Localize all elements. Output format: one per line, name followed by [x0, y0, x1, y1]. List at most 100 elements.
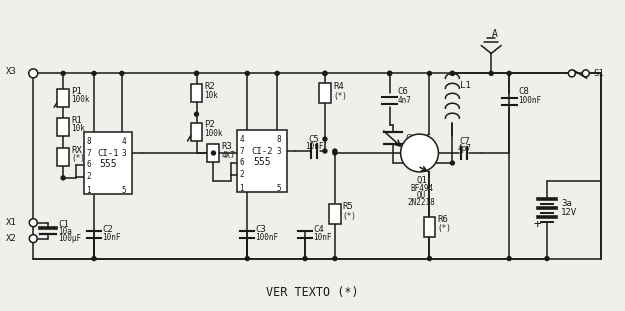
Text: 2N2218: 2N2218	[408, 198, 436, 207]
Text: 1: 1	[86, 186, 91, 195]
Text: 3: 3	[121, 149, 126, 157]
Bar	[191, 84, 202, 102]
Text: RX: RX	[71, 146, 82, 155]
Text: 2: 2	[239, 170, 244, 179]
Text: CV: CV	[406, 134, 416, 142]
Circle shape	[545, 257, 549, 261]
Circle shape	[61, 72, 65, 75]
Text: 7: 7	[239, 146, 244, 156]
Text: 4k7: 4k7	[221, 151, 235, 160]
Circle shape	[451, 161, 454, 165]
Text: R1: R1	[71, 116, 82, 125]
Text: R5: R5	[343, 202, 354, 211]
Text: C8: C8	[518, 87, 529, 96]
Circle shape	[428, 72, 431, 75]
Circle shape	[507, 72, 511, 75]
Text: 10a: 10a	[58, 227, 72, 236]
Text: 8: 8	[86, 137, 91, 146]
Text: 12V: 12V	[561, 208, 577, 217]
Text: X2: X2	[6, 234, 17, 243]
Circle shape	[92, 72, 96, 75]
Circle shape	[451, 72, 454, 75]
Text: R4: R4	[333, 82, 344, 91]
Text: 6: 6	[86, 160, 91, 169]
Text: 555: 555	[99, 159, 117, 169]
Text: 555: 555	[253, 157, 271, 167]
Text: S1: S1	[594, 69, 604, 78]
Circle shape	[61, 176, 65, 180]
Text: 10k: 10k	[204, 91, 218, 100]
Text: 10nF: 10nF	[305, 142, 323, 151]
Bar	[57, 89, 69, 107]
Text: BF494: BF494	[410, 184, 433, 193]
Text: X1: X1	[6, 218, 17, 227]
Text: 100nF: 100nF	[518, 96, 541, 105]
Text: 4n7: 4n7	[398, 96, 411, 105]
Circle shape	[333, 151, 337, 155]
Circle shape	[323, 72, 327, 75]
Text: (*): (*)	[71, 155, 85, 164]
Text: C2: C2	[102, 225, 112, 234]
Circle shape	[303, 257, 307, 261]
Text: OU: OU	[417, 191, 426, 200]
Circle shape	[323, 137, 327, 141]
Text: 100k: 100k	[71, 95, 89, 104]
Text: 10k: 10k	[71, 124, 85, 132]
Text: C5: C5	[309, 135, 319, 144]
Circle shape	[211, 151, 216, 155]
Text: R2: R2	[204, 82, 215, 91]
Circle shape	[428, 257, 431, 261]
Text: P2: P2	[204, 120, 215, 129]
Circle shape	[333, 257, 337, 261]
Text: R3: R3	[221, 142, 232, 151]
Text: 4: 4	[121, 137, 126, 146]
Text: (*): (*)	[438, 224, 451, 233]
Circle shape	[388, 72, 392, 75]
Text: 2: 2	[86, 172, 91, 181]
Text: L1: L1	[461, 81, 471, 90]
Bar	[84, 132, 132, 194]
Text: CI-1: CI-1	[97, 149, 119, 157]
Circle shape	[323, 149, 327, 153]
Text: CI-2: CI-2	[251, 146, 273, 156]
Text: C1: C1	[58, 220, 69, 229]
Text: 3: 3	[276, 146, 281, 156]
Text: (*): (*)	[333, 92, 347, 101]
Circle shape	[194, 72, 199, 75]
Text: (*): (*)	[343, 212, 357, 221]
Bar	[424, 217, 436, 237]
Text: 100nF: 100nF	[255, 233, 278, 242]
Text: 5: 5	[276, 184, 281, 193]
Circle shape	[568, 70, 576, 77]
Circle shape	[388, 72, 392, 75]
Text: C4: C4	[313, 225, 324, 234]
Circle shape	[245, 257, 249, 261]
Text: 10nF: 10nF	[313, 233, 331, 242]
Circle shape	[194, 72, 199, 75]
Circle shape	[29, 69, 38, 78]
Text: R6: R6	[438, 215, 448, 224]
Text: 1: 1	[239, 184, 244, 193]
Text: C7: C7	[459, 137, 470, 146]
Circle shape	[323, 72, 327, 75]
Bar	[319, 83, 331, 103]
Circle shape	[489, 72, 493, 75]
Text: 8: 8	[276, 135, 281, 144]
Circle shape	[582, 70, 589, 77]
Text: 6: 6	[239, 159, 244, 167]
Text: C3: C3	[255, 225, 266, 234]
Bar	[57, 148, 69, 166]
Circle shape	[29, 219, 38, 227]
Text: C6: C6	[398, 87, 408, 96]
Circle shape	[120, 72, 124, 75]
Circle shape	[333, 149, 337, 153]
Bar	[57, 118, 69, 136]
Bar	[329, 204, 341, 224]
Text: 100k: 100k	[204, 129, 223, 137]
Bar	[208, 144, 219, 162]
Circle shape	[194, 112, 199, 116]
Circle shape	[92, 257, 96, 261]
Bar	[191, 123, 202, 141]
Circle shape	[29, 234, 38, 243]
Text: P1: P1	[71, 87, 82, 96]
